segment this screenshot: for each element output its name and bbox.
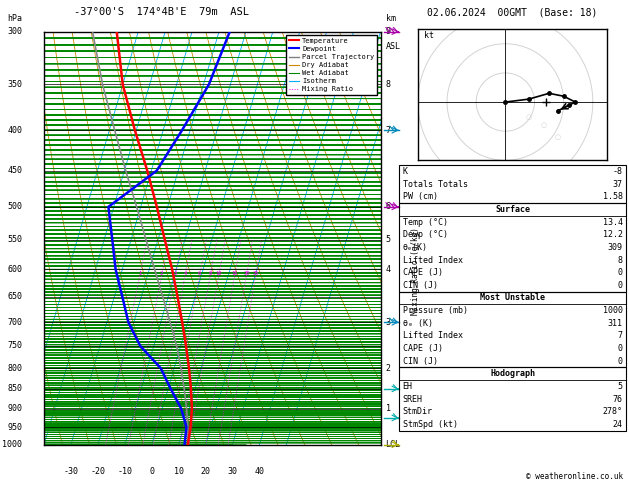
Text: K: K <box>403 167 408 176</box>
Text: 2: 2 <box>386 364 391 373</box>
Text: 1: 1 <box>138 271 142 276</box>
Text: 300: 300 <box>7 27 22 36</box>
Text: 350: 350 <box>7 80 22 89</box>
Text: 3: 3 <box>174 271 177 276</box>
Text: 15: 15 <box>231 271 238 276</box>
Text: -8: -8 <box>613 167 623 176</box>
Text: 6: 6 <box>198 271 201 276</box>
Text: StmDir: StmDir <box>403 407 433 416</box>
Text: 37: 37 <box>613 180 623 189</box>
Text: 700: 700 <box>7 318 22 327</box>
Text: 40: 40 <box>254 468 264 476</box>
Text: 8: 8 <box>386 80 391 89</box>
Text: ○: ○ <box>555 134 561 140</box>
Text: Dewp (°C): Dewp (°C) <box>403 230 448 239</box>
Text: StmSpd (kt): StmSpd (kt) <box>403 420 457 429</box>
Text: 5: 5 <box>618 382 623 391</box>
Text: 10: 10 <box>174 468 184 476</box>
Text: 650: 650 <box>7 293 22 301</box>
Text: 7: 7 <box>386 126 391 135</box>
Text: θₑ(K): θₑ(K) <box>403 243 428 252</box>
Text: 450: 450 <box>7 166 22 175</box>
Text: EH: EH <box>403 382 413 391</box>
Text: 20: 20 <box>243 271 250 276</box>
Text: 550: 550 <box>7 235 22 244</box>
Text: Lifted Index: Lifted Index <box>403 331 462 340</box>
Text: 309: 309 <box>608 243 623 252</box>
Text: 02.06.2024  00GMT  (Base: 18): 02.06.2024 00GMT (Base: 18) <box>428 7 598 17</box>
Text: 12.2: 12.2 <box>603 230 623 239</box>
Text: 8: 8 <box>618 256 623 264</box>
Text: 1000: 1000 <box>603 306 623 315</box>
Legend: Temperature, Dewpoint, Parcel Trajectory, Dry Adiabat, Wet Adiabat, Isotherm, Mi: Temperature, Dewpoint, Parcel Trajectory… <box>286 35 377 95</box>
Text: CIN (J): CIN (J) <box>403 357 438 365</box>
Text: kt: kt <box>424 31 434 40</box>
Text: Most Unstable: Most Unstable <box>480 294 545 302</box>
Text: 1000: 1000 <box>2 440 22 449</box>
Text: θₑ (K): θₑ (K) <box>403 319 433 328</box>
Text: 850: 850 <box>7 384 22 394</box>
Text: 20: 20 <box>201 468 211 476</box>
Text: 950: 950 <box>7 423 22 432</box>
Text: Pressure (mb): Pressure (mb) <box>403 306 467 315</box>
Text: 0: 0 <box>618 268 623 277</box>
Text: 750: 750 <box>7 342 22 350</box>
Text: 311: 311 <box>608 319 623 328</box>
Text: Totals Totals: Totals Totals <box>403 180 467 189</box>
Text: LCL: LCL <box>386 440 401 449</box>
Text: 400: 400 <box>7 126 22 135</box>
Text: 7: 7 <box>618 331 623 340</box>
Text: 600: 600 <box>7 265 22 274</box>
Text: PW (cm): PW (cm) <box>403 192 438 201</box>
Text: -30: -30 <box>64 468 79 476</box>
Text: 500: 500 <box>7 202 22 211</box>
Text: Surface: Surface <box>495 205 530 214</box>
Text: CAPE (J): CAPE (J) <box>403 268 443 277</box>
Text: -10: -10 <box>117 468 132 476</box>
Text: 0: 0 <box>618 281 623 290</box>
Text: 10: 10 <box>216 271 222 276</box>
Text: 0: 0 <box>618 344 623 353</box>
Text: 6: 6 <box>386 202 391 211</box>
Text: © weatheronline.co.uk: © weatheronline.co.uk <box>526 472 623 481</box>
Text: Mixing Ratio (g/kg): Mixing Ratio (g/kg) <box>411 227 420 315</box>
Text: 4: 4 <box>386 265 391 274</box>
Text: CAPE (J): CAPE (J) <box>403 344 443 353</box>
Text: 4: 4 <box>184 271 187 276</box>
Text: Lifted Index: Lifted Index <box>403 256 462 264</box>
Text: 13.4: 13.4 <box>603 218 623 226</box>
Text: 9: 9 <box>386 27 391 36</box>
Text: 2: 2 <box>160 271 164 276</box>
Text: 1: 1 <box>386 404 391 413</box>
Text: 0: 0 <box>618 357 623 365</box>
Text: Temp (°C): Temp (°C) <box>403 218 448 226</box>
Text: -20: -20 <box>91 468 106 476</box>
Text: km: km <box>386 14 396 23</box>
Text: CIN (J): CIN (J) <box>403 281 438 290</box>
Text: ○: ○ <box>540 122 547 128</box>
Text: 25: 25 <box>252 271 259 276</box>
Text: 3: 3 <box>386 318 391 327</box>
Text: 30: 30 <box>228 468 238 476</box>
Text: 76: 76 <box>613 395 623 403</box>
Text: Hodograph: Hodograph <box>490 369 535 378</box>
Text: ASL: ASL <box>386 42 401 51</box>
Text: 900: 900 <box>7 404 22 413</box>
Text: 8: 8 <box>209 271 212 276</box>
Text: ○: ○ <box>526 114 532 120</box>
Text: 800: 800 <box>7 364 22 373</box>
Text: 24: 24 <box>613 420 623 429</box>
Text: -37°00'S  174°4B'E  79m  ASL: -37°00'S 174°4B'E 79m ASL <box>74 7 249 17</box>
Text: hPa: hPa <box>7 14 22 23</box>
Text: 5: 5 <box>386 235 391 244</box>
Text: 1.58: 1.58 <box>603 192 623 201</box>
Text: SREH: SREH <box>403 395 423 403</box>
Text: 0: 0 <box>149 468 154 476</box>
Text: 278°: 278° <box>603 407 623 416</box>
